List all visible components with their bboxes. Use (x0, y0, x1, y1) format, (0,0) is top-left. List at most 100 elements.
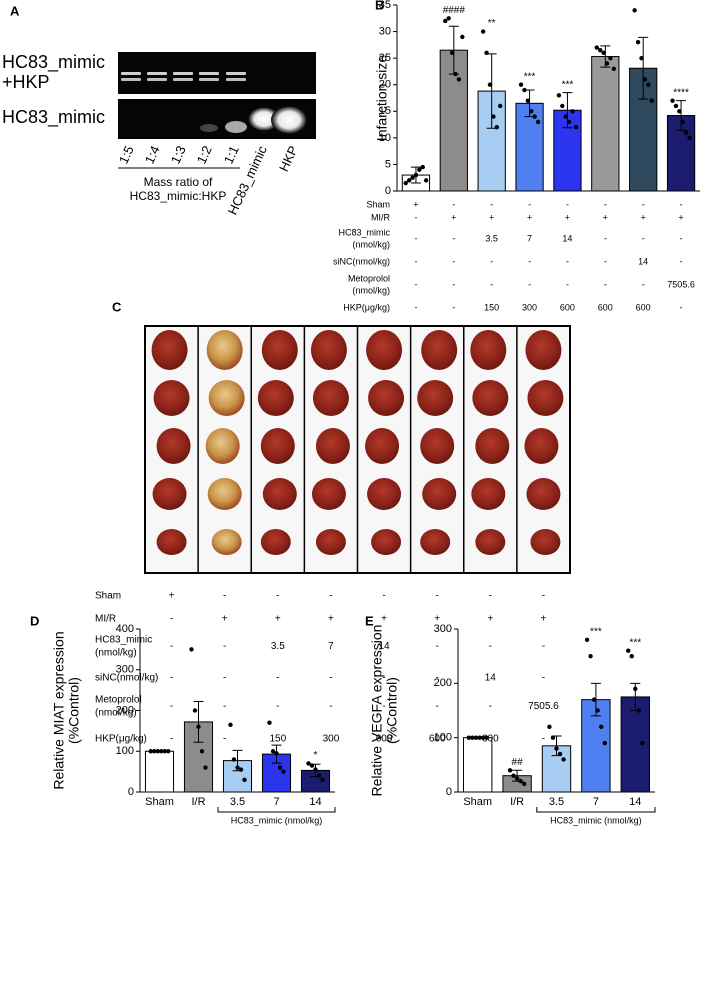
treatment-cell: - (680, 233, 683, 243)
y-tick-label: 25 (379, 52, 391, 64)
treatment-label: Sham (366, 199, 390, 209)
data-point (532, 114, 537, 119)
data-point (560, 103, 565, 109)
treatment-cell: - (382, 591, 385, 602)
significance: ** (488, 18, 496, 29)
bar (515, 102, 544, 192)
data-point (595, 708, 600, 713)
bar (144, 750, 175, 793)
data-point (199, 749, 205, 754)
lane-label: 1:4 (142, 143, 163, 166)
gel-band (199, 78, 219, 81)
treatment-cell: - (170, 734, 173, 745)
gel-band (199, 72, 219, 75)
heart-slice (311, 478, 346, 510)
data-point (313, 767, 318, 772)
treatment-cell: - (680, 256, 683, 266)
treatment-cell: - (528, 279, 531, 289)
heart-slice (470, 330, 507, 370)
data-point (611, 66, 617, 71)
treatment-cell: + (489, 212, 494, 222)
gel-band (226, 78, 246, 81)
data-point (460, 34, 465, 40)
treatment-cell: 300 (323, 734, 340, 745)
data-point (453, 71, 458, 77)
y-tick-label: 10 (379, 132, 391, 144)
heart-slice (257, 380, 294, 416)
treatment-cell: - (566, 256, 569, 266)
data-point (584, 637, 590, 643)
axis-label: Mass ratio of (144, 175, 213, 189)
treatment-cell: 14 (562, 233, 572, 243)
y-tick-label: 0 (128, 786, 134, 798)
gel-band (173, 78, 193, 81)
data-point (563, 114, 568, 119)
data-point (588, 653, 593, 659)
heart-slice (371, 529, 402, 555)
data-point (189, 647, 194, 652)
treatment-cell: - (452, 279, 455, 289)
heart-slice (310, 330, 347, 370)
y-tick-label: 30 (379, 25, 391, 37)
treatment-cell: 600 (482, 734, 499, 745)
treatment-cell: 600 (560, 302, 575, 312)
heart-slice (156, 428, 191, 464)
data-point (306, 761, 311, 766)
treatment-cell: + (487, 614, 493, 625)
data-point (403, 180, 408, 186)
treatment-cell: - (223, 591, 226, 602)
treatment-cell: - (542, 673, 545, 684)
data-point (514, 776, 520, 781)
treatment-label: MI/R (95, 614, 116, 625)
treatment-cell: + (434, 614, 440, 625)
treatment-cell: - (680, 302, 683, 312)
treatment-cell: - (276, 701, 279, 712)
data-point (608, 55, 613, 61)
heart-slice (530, 529, 561, 555)
y-tick-label: 5 (385, 158, 391, 170)
treatment-label: MI/R (371, 212, 390, 222)
y-tick-label: 100 (434, 732, 452, 744)
panel-label: C (112, 299, 122, 314)
data-point (449, 50, 455, 56)
treatment-label: siNC(nmol/kg) (95, 673, 158, 684)
data-point (470, 735, 475, 740)
data-point (677, 109, 682, 114)
y-tick-label: 0 (385, 185, 391, 197)
significance: *** (590, 627, 602, 638)
treatment-cell: - (528, 256, 531, 266)
data-point (554, 746, 559, 751)
treatment-cell: - (642, 233, 645, 243)
treatment-cell: - (542, 641, 545, 652)
heart-slice (524, 428, 559, 464)
heart-slice (205, 428, 240, 464)
data-point (267, 720, 272, 725)
treatment-cell: - (604, 279, 607, 289)
treatment-cell: - (382, 701, 385, 712)
data-point (487, 82, 493, 87)
heart-slice (527, 380, 564, 416)
treatment-label: Metoprolol (348, 273, 390, 283)
gel-band (173, 72, 193, 75)
treatment-cell: - (452, 199, 455, 209)
data-point (277, 765, 283, 770)
data-point (406, 178, 412, 183)
treatment-label: siNC(nmol/kg) (333, 256, 390, 266)
treatment-cell: 7505.6 (667, 279, 695, 289)
data-point (604, 61, 610, 66)
data-point (566, 119, 572, 125)
treatment-cell: - (414, 212, 417, 222)
heart-slice (153, 380, 190, 416)
data-point (632, 8, 637, 13)
data-point (642, 77, 648, 82)
data-point (320, 777, 325, 782)
treatment-label: (nmol/kg) (352, 285, 390, 295)
gel-band (147, 78, 167, 81)
data-point (480, 29, 486, 34)
data-point (238, 767, 244, 772)
data-point (274, 751, 279, 756)
treatment-cell: 7505.6 (528, 701, 559, 712)
y-axis-label: Relative VEGFA expression (369, 625, 385, 797)
treatment-label: HC83_mimic (95, 635, 152, 646)
